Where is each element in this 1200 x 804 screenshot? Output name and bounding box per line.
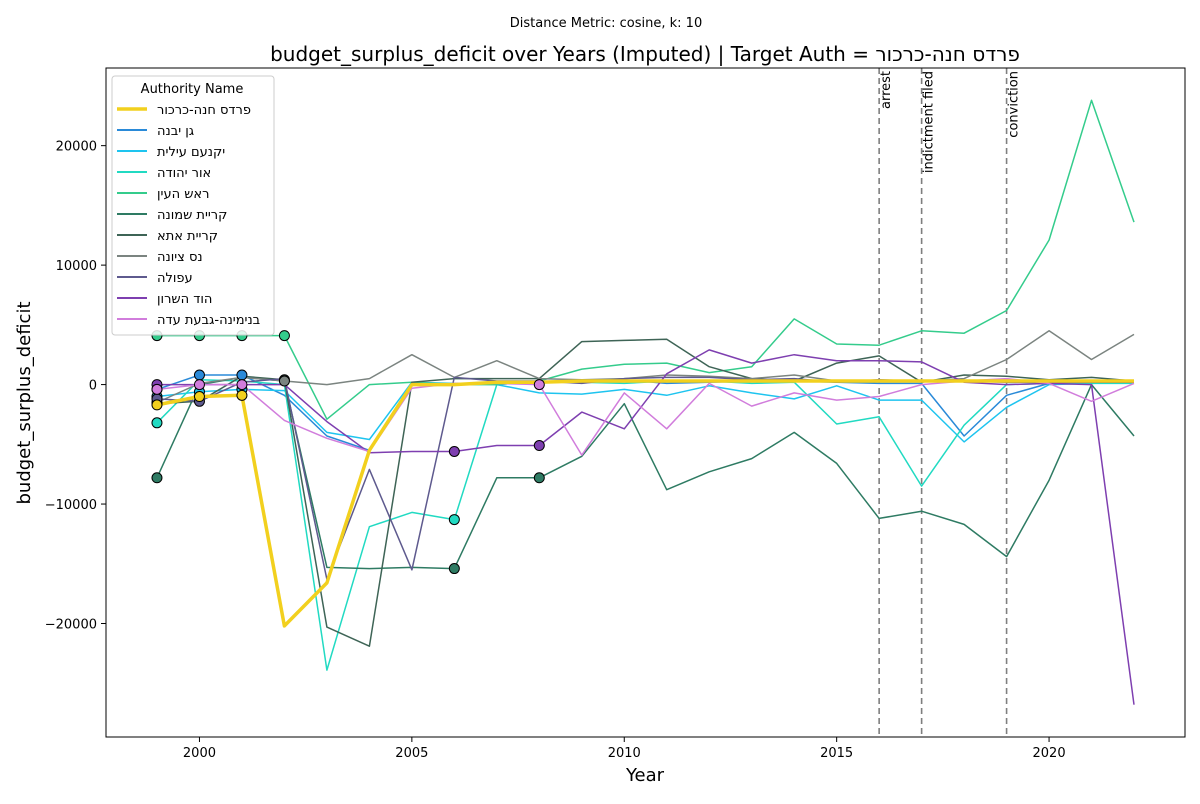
legend-label: קריית שמונה [157,208,227,223]
imputed-marker [278,330,290,342]
series-line [156,330,1135,404]
series-line [156,381,1135,443]
imputed-marker [236,369,248,381]
legend-box [111,75,275,336]
series-line [156,338,1135,647]
legend-label: גן יבנה [157,124,194,139]
y-tick-label: 20000 [56,140,97,155]
x-tick-label: 2015 [820,746,853,761]
axes-frame [105,67,1186,738]
series-line [157,99,1135,420]
imputed-marker [278,375,290,387]
legend-label: בנימינה-גבעת עדה [157,313,260,328]
imputed-marker [193,391,205,403]
x-axis-label: Year [625,765,665,786]
y-tick-label: 0 [89,379,97,394]
legend-title: Authority Name [141,82,244,97]
x-tick-label: 2005 [395,746,428,761]
y-tick-label: −10000 [45,498,97,513]
imputed-marker [533,440,545,452]
legend-items: פרדס חנה-כרכור גן יבנה יקנעם עילית אור יהוד… [117,103,260,328]
imputed-marker [193,369,205,381]
imputed-marker [533,379,545,391]
legend-label: קריית אתא [157,229,218,244]
legend-label: יקנעם עילית [157,145,225,160]
series-line [156,376,1135,570]
event-label: arrest [879,71,894,109]
legend-label: ראש העין [157,187,209,202]
x-axis: 2000 2005 2010 2015 2020 [183,737,1066,761]
imputed-marker [448,563,460,575]
imputed-marker [151,472,163,484]
x-tick-label: 2000 [183,746,216,761]
imputed-marker [448,514,460,526]
chart-title: budget_surplus_deficit over Years (Imput… [270,42,1020,66]
imputed-marker [236,389,248,401]
series-line [156,377,1135,456]
x-tick-label: 2010 [608,746,641,761]
plot-area: arrest indictment filed conviction [151,68,1135,737]
y-axis: −20000 −10000 0 10000 20000 [45,140,106,633]
imputed-marker [448,445,460,457]
legend-label: אור יהודה [157,166,211,181]
event-label: conviction [1007,71,1022,138]
event-label: indictment filed [922,71,937,173]
figure-suptitle: Distance Metric: cosine, k: 10 [510,16,702,31]
series-line [156,374,1134,452]
y-tick-label: 10000 [56,259,97,274]
imputed-marker [236,379,248,391]
legend-label: נס ציונה [157,250,203,265]
imputed-marker [151,399,163,411]
legend-label: הוד השרון [157,292,212,307]
imputed-marker [533,472,545,484]
y-tick-label: −20000 [45,618,97,633]
series-line [156,376,1134,581]
legend: Authority Name פרדס חנה-כרכור גן יבנה יקנע… [111,75,275,336]
legend-label: פרדס חנה-כרכור [157,103,251,118]
imputed-marker [193,379,205,391]
y-axis-label: budget_surplus_deficit [14,301,35,504]
series-line [156,379,1134,628]
legend-label: עפולה [157,271,193,286]
imputed-marker [151,417,163,429]
imputed-marker [151,383,163,395]
x-tick-label: 2020 [1033,746,1066,761]
